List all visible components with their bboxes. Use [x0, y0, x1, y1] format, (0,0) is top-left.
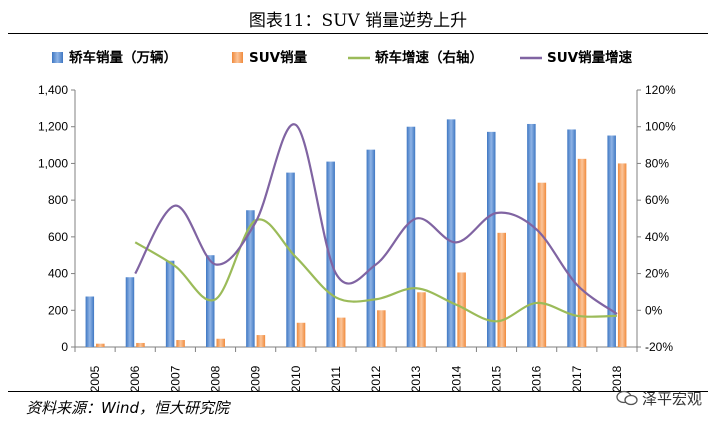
suv-sales-bar — [617, 163, 627, 347]
left-tick-label: 800 — [48, 193, 68, 207]
left-tick-label: 1,000 — [38, 156, 68, 170]
left-tick-label: 1,400 — [38, 83, 68, 97]
sedan-sales-bar — [487, 131, 496, 347]
sedan-sales-bar — [366, 149, 376, 347]
sedan-sales-bar — [527, 123, 536, 347]
legend-label: SUV销量增速 — [547, 49, 633, 66]
sedan-growth-line — [134, 218, 617, 323]
suv-sales-bar — [537, 182, 547, 347]
lines — [134, 123, 618, 323]
suv-sales-bar — [216, 338, 225, 347]
x-tick-label: 2014 — [449, 365, 463, 392]
title-divider — [8, 33, 708, 34]
x-tick-label: 2016 — [530, 365, 544, 392]
sedan-sales-bar — [246, 210, 255, 347]
legend: 轿车销量（万辆） SUV销量 轿车增速（右轴） SUV销量增速 — [52, 49, 633, 66]
sedan-sales-bar — [85, 296, 95, 347]
suv-sales-bar — [256, 335, 266, 347]
right-tick-label: 60% — [645, 193, 669, 207]
sedan-sales-bar — [326, 161, 335, 347]
right-tick-label: -20% — [645, 340, 673, 354]
sedan-sales-bar — [165, 260, 175, 347]
legend-label: SUV销量 — [249, 49, 308, 66]
suv-sales-bar — [377, 310, 386, 347]
x-tick-label: 2018 — [610, 365, 624, 392]
x-tick-label: 2006 — [128, 365, 142, 392]
right-tick-label: 80% — [645, 156, 669, 170]
watermark-text: 泽平宏观 — [641, 390, 702, 408]
x-tick-label: 2011 — [329, 366, 343, 392]
watermark: 泽平宏观 — [616, 388, 702, 409]
legend-label: 轿车增速（右轴） — [375, 49, 483, 66]
suv-sales-bar — [296, 322, 306, 347]
legend-swatch — [232, 52, 243, 63]
source-note: 资料来源：Wind，恒大研究院 — [26, 399, 230, 417]
x-tick-label: 2017 — [570, 365, 584, 392]
left-tick-label: 200 — [48, 303, 68, 317]
chart-title: 图表11：SUV 销量逆势上升 — [248, 11, 468, 31]
left-tick-label: 600 — [48, 230, 68, 244]
right-tick-label: 100% — [645, 120, 676, 134]
x-tick-label: 2012 — [369, 365, 383, 392]
left-tick-label: 0 — [61, 340, 68, 354]
suv-growth-line — [134, 123, 618, 315]
sedan-sales-bar — [125, 277, 135, 347]
suv-sales-bar — [336, 317, 346, 347]
footer-divider — [8, 391, 708, 392]
suv-sales-bar — [497, 232, 506, 347]
x-tick-label: 2005 — [88, 365, 102, 392]
suv-sales-bar — [96, 343, 105, 347]
suv-sales-bar — [136, 342, 145, 347]
right-tick-label: 0% — [645, 303, 663, 317]
sedan-sales-bar — [607, 135, 616, 347]
axes — [71, 89, 641, 352]
x-tick-label: 2009 — [249, 365, 263, 392]
left-tick-label: 400 — [48, 267, 68, 281]
suv-sales-bar — [417, 292, 426, 347]
x-tick-label: 2015 — [490, 365, 504, 392]
left-tick-label: 1,200 — [38, 120, 68, 134]
legend-swatch — [52, 52, 63, 63]
x-tick-label: 2013 — [409, 365, 423, 392]
suv-sales-bar — [176, 340, 185, 347]
legend-label: 轿车销量（万辆） — [69, 49, 177, 66]
bars — [85, 119, 627, 347]
right-tick-label: 120% — [645, 83, 676, 97]
sedan-sales-bar — [567, 129, 576, 347]
sedan-sales-bar — [446, 119, 456, 347]
x-tick-label: 2007 — [168, 365, 182, 392]
right-tick-label: 40% — [645, 230, 669, 244]
sedan-sales-bar — [406, 126, 416, 347]
tick-labels: 0 200 400 600 800 1,000 1,200 1,400 -20% 0% 20% 40%… — [38, 83, 676, 392]
suv-sales-bar — [577, 158, 587, 347]
wechat-icon — [616, 390, 638, 406]
right-tick-label: 20% — [645, 267, 669, 281]
x-tick-label: 2008 — [209, 365, 223, 392]
suv-sales-bar — [457, 272, 466, 347]
x-tick-label: 2010 — [289, 365, 303, 392]
sedan-sales-bar — [286, 172, 295, 347]
